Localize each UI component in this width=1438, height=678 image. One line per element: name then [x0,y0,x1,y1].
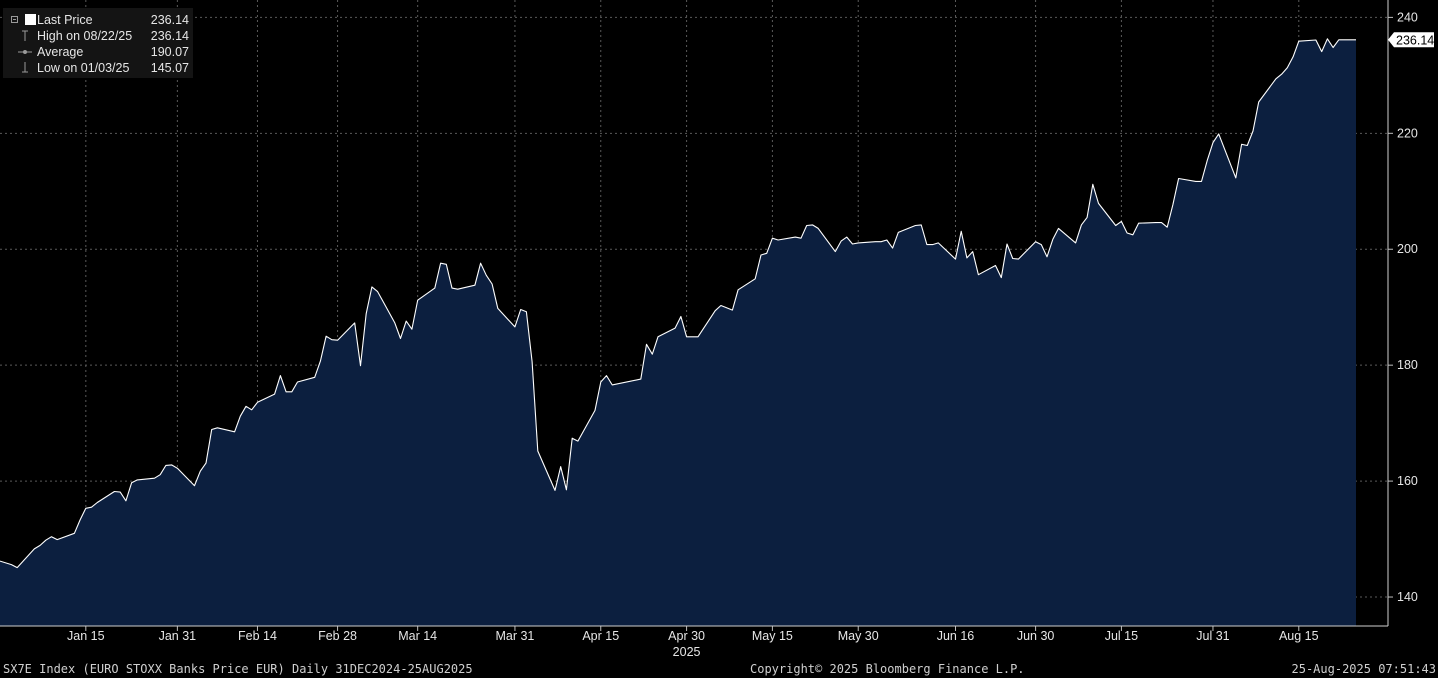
legend-row-last-price[interactable]: Last Price 236.14 [3,11,193,27]
last-value-tag [1388,32,1434,48]
last-value-label: 236.14 [1396,33,1434,47]
legend-row-low[interactable]: Low on 01/03/25 145.07 [3,59,193,75]
last-price-swatch-icon [25,14,36,25]
legend-last-price-value: 236.14 [150,13,189,27]
y-tick-label: 140 [1397,590,1418,604]
average-marker-icon [18,50,32,54]
x-tick-label: Jul 15 [1105,629,1138,643]
legend-row-average[interactable]: Average 190.07 [3,43,193,59]
legend-low-label: Low on 01/03/25 [37,61,130,75]
y-tick-label: 220 [1397,126,1418,140]
x-tick-label: Aug 15 [1279,629,1319,643]
y-tick-label: 240 [1397,10,1418,24]
legend-low-value: 145.07 [150,61,189,75]
high-marker-icon [22,30,28,41]
x-tick-label: Jul 31 [1196,629,1229,643]
x-tick-label: Feb 14 [238,629,277,643]
x-tick-label: Jun 30 [1017,629,1055,643]
footer-index-description: SX7E Index (EURO STOXX Banks Price EUR) … [3,662,473,676]
x-tick-label: May 30 [838,629,879,643]
x-tick-label: Jan 15 [67,629,105,643]
chart-axes: 140 160 180 200 220 240 Jan 15 Jan 31 Feb 14 Feb … [0,0,1434,659]
x-tick-label: Jan 31 [159,629,197,643]
legend-last-price-label: Last Price [37,13,93,27]
x-tick-label: Jun 16 [937,629,975,643]
footer-timestamp: 25-Aug-2025 07:51:43 [1291,662,1437,676]
chart-series [0,38,1356,627]
price-area [0,38,1356,627]
x-tick-label: Apr 30 [668,629,705,643]
x-tick-label: Apr 15 [582,629,619,643]
price-line [0,38,1356,569]
low-marker-icon [22,62,28,73]
x-tick-label: May 15 [752,629,793,643]
chart-legend: Last Price 236.14 High on 08/22/25 236.1… [3,8,193,78]
x-year-label: 2025 [673,645,701,659]
legend-average-label: Average [37,45,84,59]
legend-row-high[interactable]: High on 08/22/25 236.14 [3,27,193,43]
x-tick-label: Feb 28 [318,629,357,643]
legend-average-value: 190.07 [150,45,189,59]
legend-high-value: 236.14 [150,29,189,43]
y-tick-label: 160 [1397,474,1418,488]
y-tick-label: 200 [1397,242,1418,256]
x-tick-label: Mar 31 [495,629,534,643]
x-tick-label: Mar 14 [398,629,437,643]
legend-high-label: High on 08/22/25 [37,29,133,43]
footer-copyright: Copyright© 2025 Bloomberg Finance L.P. [750,662,1025,676]
y-tick-label: 180 [1397,358,1418,372]
collapse-tree-icon[interactable] [11,16,18,23]
